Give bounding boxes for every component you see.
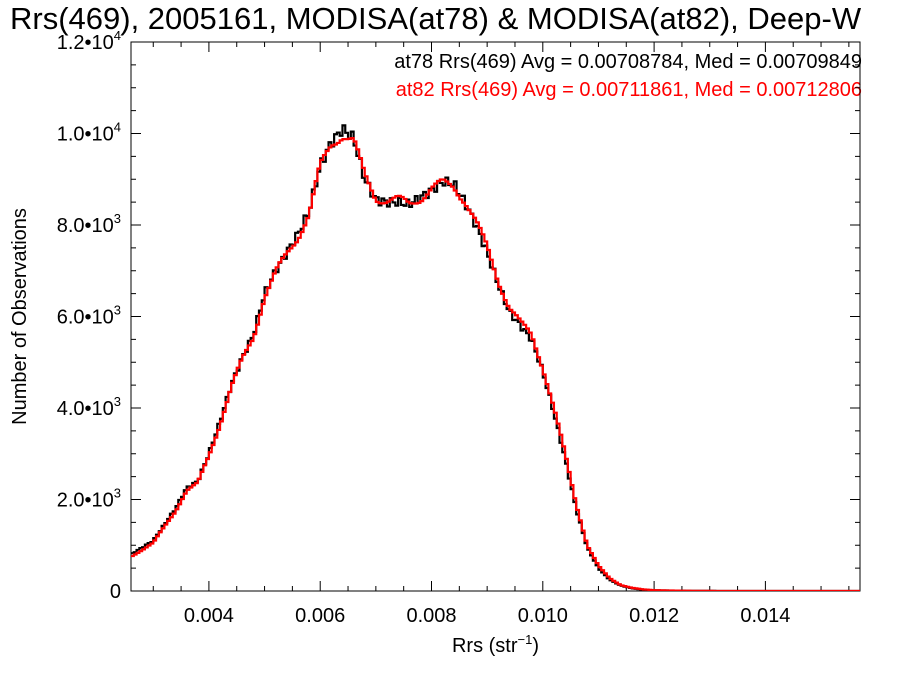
x-tick-label: 0.010 xyxy=(518,605,568,627)
series-line-at82 xyxy=(131,137,860,591)
y-tick-label: 0 xyxy=(110,581,121,603)
x-tick-label: 0.012 xyxy=(629,605,679,627)
x-tick-label: 0.014 xyxy=(740,605,790,627)
x-tick-label: 0.008 xyxy=(406,605,456,627)
plot-frame xyxy=(130,41,861,592)
y-tick-label: 6.0•103 xyxy=(57,303,121,329)
annotation-at78: at78 Rrs(469) Avg = 0.00708784, Med = 0.… xyxy=(394,51,862,73)
x-axis-label: Rrs (str−1) xyxy=(452,632,539,657)
x-tick-label: 0.004 xyxy=(184,605,234,627)
y-tick-label: 2.0•103 xyxy=(57,486,121,512)
y-axis-label: Number of Observations xyxy=(9,208,31,425)
series-line-at78 xyxy=(131,124,860,591)
annotation-at82: at82 Rrs(469) Avg = 0.00711861, Med = 0.… xyxy=(395,79,862,101)
y-tick-label: 1.0•104 xyxy=(57,120,121,146)
y-tick-label: 1.2•104 xyxy=(57,28,121,54)
x-tick-label: 0.006 xyxy=(295,605,345,627)
y-tick-label: 8.0•103 xyxy=(57,211,121,237)
chart-title: Rrs(469), 2005161, MODISA(at78) & MODISA… xyxy=(10,1,862,36)
y-tick-label: 4.0•103 xyxy=(57,394,121,420)
